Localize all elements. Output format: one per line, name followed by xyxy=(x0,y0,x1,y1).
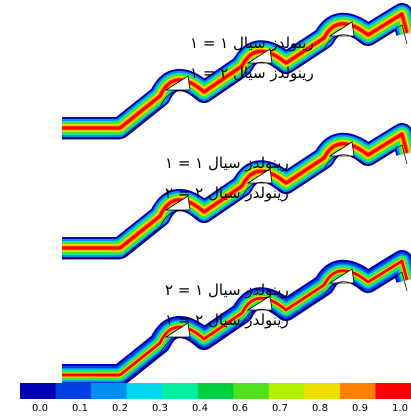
colorbar-tick-label: 1.0 xyxy=(392,403,408,414)
colorbar-segment xyxy=(340,383,376,399)
colorbar-segment xyxy=(269,383,305,399)
colorbar-tick-label: 0.8 xyxy=(312,403,328,414)
colorbar-segment xyxy=(304,383,340,399)
colorbar-tick-label: 0.9 xyxy=(352,403,368,414)
panel-label: رینولدز سیال ۱ = ۲ xyxy=(165,281,289,299)
panel-label: رینولدز سیال ۲ = ۲ xyxy=(165,184,289,202)
colorbar-segment xyxy=(56,383,92,399)
colorbar-tick-label: 0.4 xyxy=(192,403,208,414)
colorbar-segment xyxy=(91,383,127,399)
colorbar-segment xyxy=(20,383,56,399)
panel-label: رینولدز سیال ۲ = ۱ xyxy=(190,64,314,82)
colorbar-segment xyxy=(233,383,269,399)
colorbar-tick-label: 0.2 xyxy=(112,403,128,414)
colorbar-segment xyxy=(162,383,198,399)
panel-label: رینولدز سیال ۱ = ۱ xyxy=(165,154,289,172)
figure: رینولدز سیال ۱ = ۱ رینولدز سیال ۲ = ۱ رینو… xyxy=(0,0,411,416)
colorbar-segment xyxy=(198,383,234,399)
colorbar-tick-label: 0.1 xyxy=(72,403,88,414)
panel-label: رینولدز سیال ۲ = ۱ xyxy=(165,311,289,329)
colorbar-tick-label: 0.0 xyxy=(32,403,48,414)
colorbar-tick-label: 0.6 xyxy=(232,403,248,414)
colorbar-tick-label: 0.7 xyxy=(272,403,288,414)
colorbar-tick-label: 0.3 xyxy=(152,403,168,414)
colorbar-segment xyxy=(375,383,411,399)
panel-label: رینولدز سیال ۱ = ۱ xyxy=(190,34,314,52)
colorbar-segment xyxy=(127,383,163,399)
